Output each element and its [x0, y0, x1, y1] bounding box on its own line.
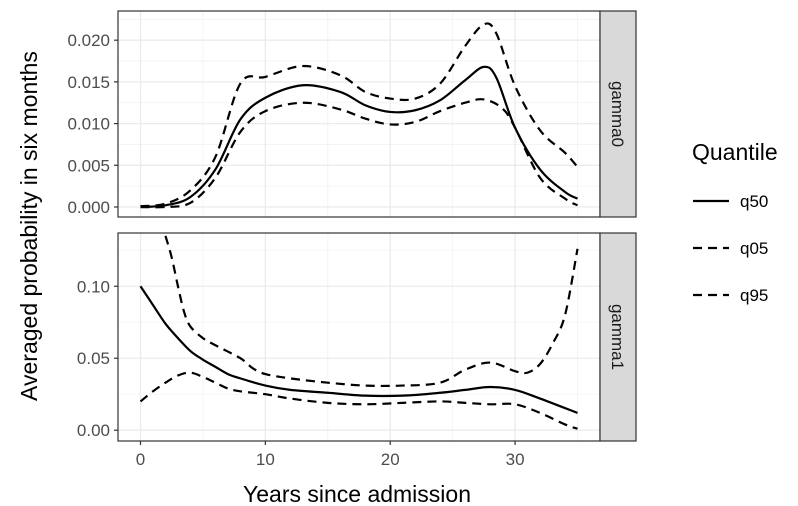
strip-background	[599, 232, 637, 442]
legend-label-q05: q05	[740, 239, 768, 258]
series-line-q95-gamma0	[140, 22, 579, 208]
legend-label-q95: q95	[740, 286, 768, 305]
y-tick-label: 0.000	[67, 198, 110, 217]
y-tick-label: 0.015	[67, 73, 110, 92]
series-line-q05-gamma0	[140, 98, 579, 209]
y-tick-label: 0.05	[77, 349, 110, 368]
y-tick-label: 0.10	[77, 277, 110, 296]
x-tick-label: 30	[506, 450, 525, 469]
x-axis: 0 10 20 30	[136, 441, 525, 469]
x-tick-label: 0	[136, 450, 145, 469]
legend-label-q50: q50	[740, 192, 768, 211]
series-line-q05-gamma1	[139, 371, 578, 430]
strip-background	[599, 10, 637, 218]
y-tick-label: 0.00	[77, 421, 110, 440]
legend-title: Quantile	[692, 139, 778, 165]
y-axis-title: Averaged probability in six months	[16, 51, 42, 401]
legend: Quantile q50 q05 q95	[692, 139, 778, 305]
series-line-q95-gamma1	[164, 235, 579, 388]
y-tick-label: 0.020	[67, 31, 110, 50]
series-line-q50-gamma1	[139, 285, 578, 414]
y-tick-label: 0.010	[67, 115, 110, 134]
y-tick-label: 0.005	[67, 156, 110, 175]
x-tick-label: 20	[381, 450, 400, 469]
panel-background	[118, 233, 600, 441]
panel-gamma0: 0.000 0.005 0.010 0.015 0.020 gamma0	[67, 10, 637, 218]
strip-label-gamma1: gamma1	[608, 304, 627, 370]
panel-gamma1: 0.00 0.05 0.10 gamma1	[77, 232, 637, 442]
strip-label-gamma0: gamma0	[608, 81, 627, 147]
x-tick-label: 10	[256, 450, 275, 469]
x-axis-title: Years since admission	[243, 481, 471, 506]
